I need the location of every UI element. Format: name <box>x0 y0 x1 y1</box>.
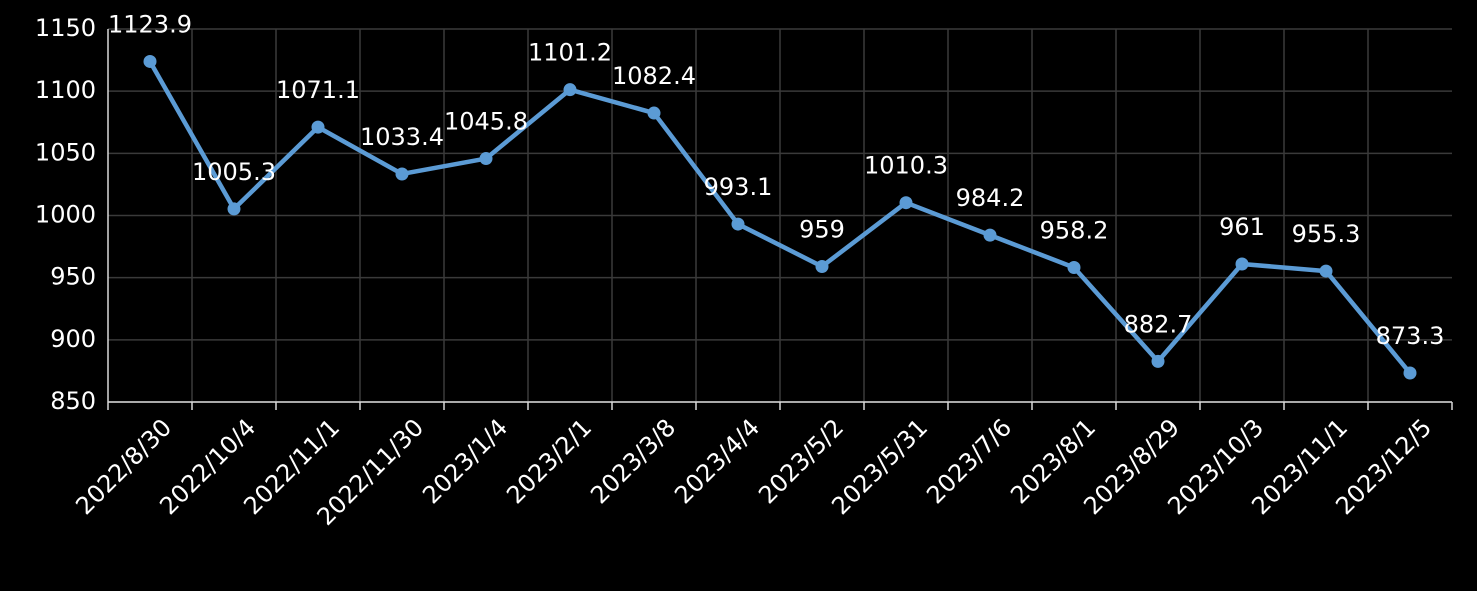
value-label: 1010.3 <box>864 152 948 180</box>
point <box>479 152 493 166</box>
line <box>148 60 1412 375</box>
value-label: 959 <box>799 215 845 243</box>
point <box>1235 257 1249 271</box>
point <box>1151 354 1165 368</box>
value-label: 1082.4 <box>612 62 696 90</box>
point <box>731 217 745 231</box>
value-label: 873.3 <box>1376 322 1445 350</box>
y-tick-label: 950 <box>50 263 96 291</box>
point <box>815 259 829 273</box>
y-tick-label: 1050 <box>35 138 96 166</box>
value-label: 984.2 <box>956 184 1025 212</box>
y-tick-label: 1150 <box>35 14 96 42</box>
point <box>563 83 577 97</box>
value-label: 958.2 <box>1040 216 1109 244</box>
point <box>983 228 997 242</box>
y-tick-label: 900 <box>50 325 96 353</box>
value-label: 955.3 <box>1292 220 1361 248</box>
point <box>395 167 409 181</box>
point <box>899 196 913 210</box>
value-label: 1101.2 <box>528 39 612 67</box>
value-label: 961 <box>1219 213 1265 241</box>
value-label: 993.1 <box>704 173 773 201</box>
y-tick-label: 1100 <box>35 76 96 104</box>
point <box>1319 264 1333 278</box>
point <box>143 54 157 68</box>
y-tick-label: 1000 <box>35 201 96 229</box>
point <box>647 106 661 120</box>
point <box>227 202 241 216</box>
value-label: 1033.4 <box>360 123 444 151</box>
point <box>311 120 325 134</box>
point <box>1403 366 1417 380</box>
value-label: 1005.3 <box>192 158 276 186</box>
point <box>1067 260 1081 274</box>
y-tick-label: 850 <box>50 387 96 415</box>
value-label: 882.7 <box>1124 310 1193 338</box>
value-label: 1071.1 <box>276 76 360 104</box>
value-label: 1045.8 <box>444 108 528 136</box>
value-label: 1123.9 <box>108 10 192 38</box>
